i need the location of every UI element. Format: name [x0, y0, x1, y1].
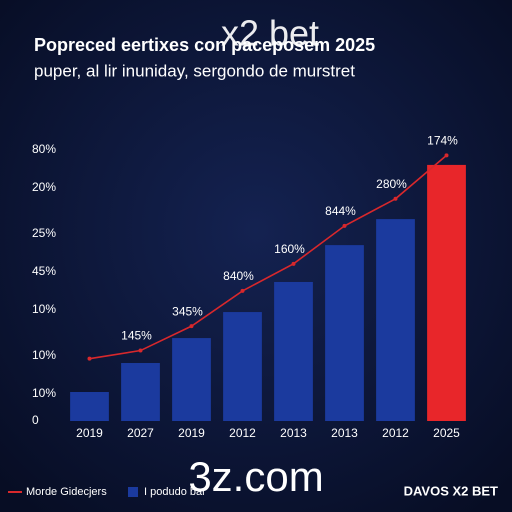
- watermark: x2 bet: [221, 13, 319, 54]
- x-tick-label: 2012: [382, 426, 409, 440]
- bar: [121, 363, 160, 421]
- line-point: [240, 288, 245, 293]
- bar: [274, 281, 313, 421]
- y-tick-label: 10%: [32, 302, 56, 316]
- annotation: 840%: [223, 269, 254, 283]
- y-tick-label: 10%: [32, 348, 56, 362]
- annotation: 345%: [172, 304, 203, 318]
- y-tick-label: 45%: [32, 264, 56, 278]
- line-point: [189, 324, 194, 329]
- bar: [376, 219, 415, 421]
- x-tick-label: 2012: [229, 426, 256, 440]
- annotation: 844%: [325, 204, 356, 218]
- y-tick-label: 20%: [32, 180, 56, 194]
- bar: [325, 245, 364, 421]
- y-tick-label: 0: [32, 413, 39, 427]
- annotation: 160%: [274, 242, 305, 256]
- bar: [172, 338, 211, 421]
- y-tick-label: 25%: [32, 226, 56, 240]
- line-point: [291, 261, 296, 266]
- x-tick-label: 2025: [433, 426, 460, 440]
- chart-subtitle: puper, al lir inuniday, sergondo de murs…: [34, 61, 355, 80]
- line-point: [87, 356, 92, 361]
- watermark: DAVOS X2 BET: [404, 483, 498, 498]
- x-tick-label: 2013: [280, 426, 307, 440]
- legend-label: I podudo bar: [144, 486, 206, 498]
- bar: [70, 392, 109, 421]
- line-point: [444, 153, 449, 158]
- line-point: [138, 348, 143, 353]
- y-tick-label: 80%: [32, 142, 56, 156]
- y-tick-label: 10%: [32, 386, 56, 400]
- legend-swatch: [128, 487, 138, 497]
- line-point: [393, 196, 398, 201]
- annotation: 280%: [376, 177, 407, 191]
- x-tick-label: 2019: [76, 426, 103, 440]
- chart-title: Popreced eertixes con paceposem 2025: [34, 35, 375, 55]
- line: [89, 154, 448, 360]
- annotation: 174%: [427, 134, 458, 148]
- x-tick-label: 2027: [127, 426, 154, 440]
- bar: [223, 312, 262, 421]
- annotation: 145%: [121, 329, 152, 343]
- bar: [427, 164, 466, 421]
- legend-label: Morde Gidecjers: [26, 486, 107, 498]
- line-point: [342, 223, 347, 228]
- watermark: 3z.com: [188, 453, 323, 500]
- x-tick-label: 2019: [178, 426, 205, 440]
- x-tick-label: 2013: [331, 426, 358, 440]
